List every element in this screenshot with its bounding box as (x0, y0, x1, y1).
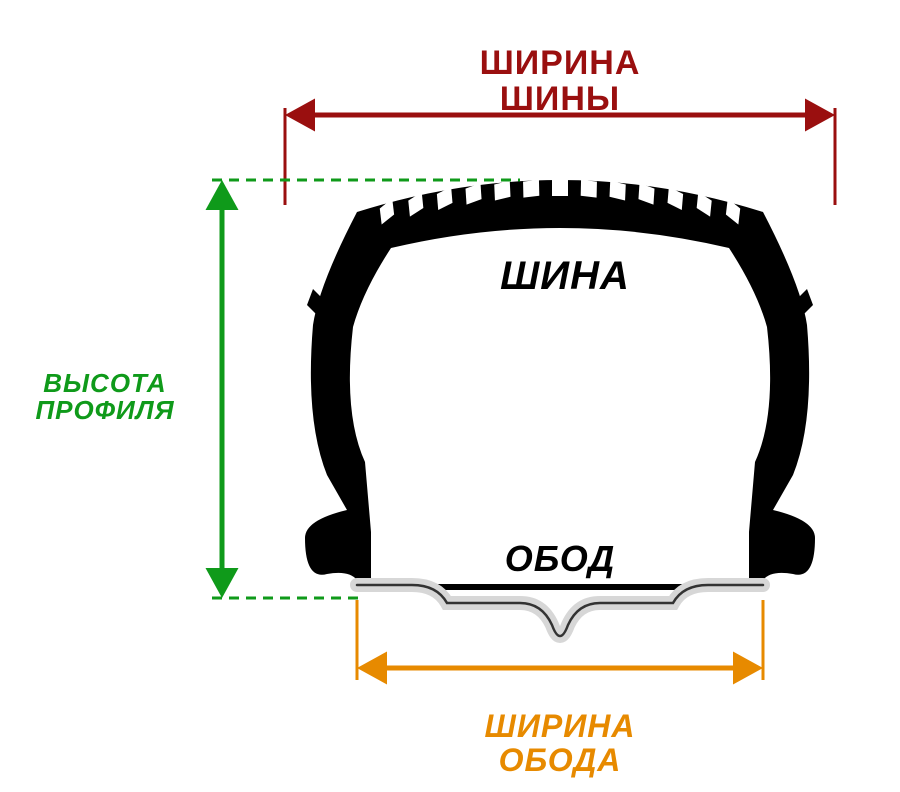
rim-profile (357, 585, 763, 636)
label-rim: ОБОД (360, 540, 760, 578)
label-rim-width: ШИРИНА ОБОДА (360, 710, 760, 777)
label-tire-width: ШИРИНА ШИНЫ (360, 46, 760, 117)
label-profile-height: ВЫСОТА ПРОФИЛЯ (0, 370, 305, 425)
tire-cross-section (305, 180, 815, 590)
label-tire: ШИНА (365, 255, 765, 297)
